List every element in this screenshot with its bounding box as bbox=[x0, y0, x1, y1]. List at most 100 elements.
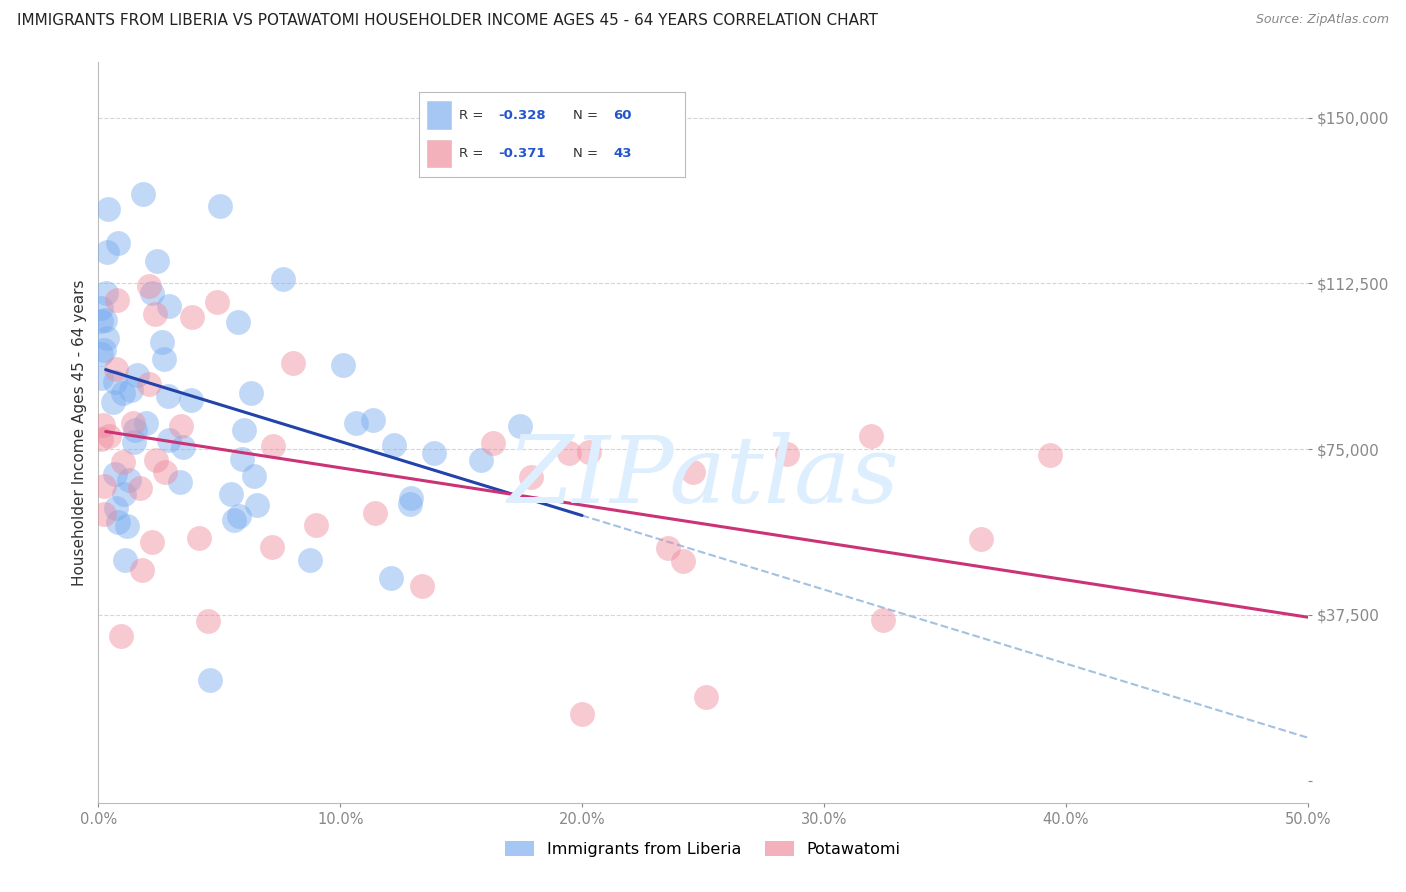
Point bbox=[153, 465, 176, 479]
Point bbox=[90, 371, 112, 385]
Point bbox=[104, 375, 127, 389]
Point bbox=[970, 532, 993, 546]
Legend: Immigrants from Liberia, Potawatomi: Immigrants from Liberia, Potawatomi bbox=[498, 833, 908, 865]
Point bbox=[239, 386, 262, 401]
Point bbox=[197, 614, 219, 628]
Point bbox=[107, 516, 129, 530]
Point bbox=[141, 534, 163, 549]
Point bbox=[90, 432, 112, 446]
Text: ZIPatlas: ZIPatlas bbox=[508, 432, 898, 522]
Point bbox=[129, 481, 152, 495]
Text: IMMIGRANTS FROM LIBERIA VS POTAWATOMI HOUSEHOLDER INCOME AGES 45 - 64 YEARS CORR: IMMIGRANTS FROM LIBERIA VS POTAWATOMI HO… bbox=[17, 13, 877, 29]
Point bbox=[122, 416, 145, 430]
Point bbox=[364, 507, 387, 521]
Point bbox=[232, 423, 254, 437]
Point bbox=[112, 486, 135, 500]
Point bbox=[219, 486, 242, 500]
Point bbox=[96, 331, 118, 345]
Point bbox=[571, 707, 593, 722]
Point bbox=[226, 315, 249, 329]
Point bbox=[208, 199, 231, 213]
Point bbox=[180, 393, 202, 408]
Point bbox=[141, 285, 163, 300]
Point bbox=[157, 389, 180, 403]
Point bbox=[243, 469, 266, 483]
Point bbox=[94, 313, 117, 327]
Point bbox=[135, 416, 157, 430]
Point bbox=[578, 445, 600, 459]
Point bbox=[657, 541, 679, 556]
Point bbox=[509, 418, 531, 433]
Point bbox=[127, 368, 149, 382]
Point bbox=[198, 673, 221, 687]
Point bbox=[97, 202, 120, 216]
Point bbox=[299, 553, 322, 567]
Point bbox=[112, 455, 135, 469]
Point bbox=[872, 613, 894, 627]
Point bbox=[157, 433, 180, 447]
Point bbox=[470, 453, 492, 467]
Point bbox=[120, 383, 142, 397]
Point bbox=[107, 236, 129, 251]
Point bbox=[93, 418, 115, 433]
Point bbox=[145, 452, 167, 467]
Point bbox=[150, 334, 173, 349]
Point bbox=[114, 553, 136, 567]
Point bbox=[398, 497, 420, 511]
Point bbox=[107, 293, 129, 308]
Y-axis label: Householder Income Ages 45 - 64 years: Householder Income Ages 45 - 64 years bbox=[72, 279, 87, 586]
Point bbox=[482, 436, 505, 450]
Point bbox=[138, 279, 160, 293]
Point bbox=[117, 518, 139, 533]
Point bbox=[146, 254, 169, 268]
Point bbox=[90, 301, 112, 316]
Point bbox=[682, 465, 704, 479]
Point bbox=[170, 419, 193, 434]
Point bbox=[152, 352, 174, 367]
Point bbox=[124, 424, 146, 438]
Point bbox=[105, 501, 128, 516]
Point bbox=[411, 579, 433, 593]
Point bbox=[382, 438, 405, 452]
Point bbox=[281, 356, 304, 370]
Point bbox=[180, 310, 202, 324]
Point bbox=[672, 554, 695, 568]
Point bbox=[110, 629, 132, 643]
Point bbox=[132, 187, 155, 202]
Text: Source: ZipAtlas.com: Source: ZipAtlas.com bbox=[1256, 13, 1389, 27]
Point bbox=[97, 428, 120, 442]
Point bbox=[361, 413, 384, 427]
Point bbox=[205, 294, 228, 309]
Point bbox=[228, 509, 250, 524]
Point bbox=[93, 508, 115, 522]
Point bbox=[271, 272, 294, 286]
Point bbox=[222, 513, 245, 527]
Point bbox=[143, 307, 166, 321]
Point bbox=[262, 540, 284, 554]
Point bbox=[1039, 449, 1062, 463]
Point bbox=[344, 417, 367, 431]
Point bbox=[96, 244, 118, 259]
Point bbox=[118, 473, 141, 487]
Point bbox=[423, 446, 446, 460]
Point bbox=[93, 479, 115, 493]
Point bbox=[776, 447, 799, 461]
Point bbox=[519, 470, 541, 484]
Point bbox=[93, 343, 115, 357]
Point bbox=[104, 362, 127, 376]
Point bbox=[90, 314, 112, 328]
Point bbox=[305, 517, 328, 532]
Point bbox=[90, 347, 112, 361]
Point bbox=[157, 299, 180, 313]
Point bbox=[169, 475, 191, 489]
Point bbox=[380, 570, 402, 584]
Point bbox=[860, 428, 883, 442]
Point bbox=[246, 498, 269, 512]
Point bbox=[112, 385, 135, 400]
Point bbox=[172, 440, 194, 454]
Point bbox=[138, 376, 160, 391]
Point bbox=[332, 358, 354, 372]
Point bbox=[188, 531, 211, 545]
Point bbox=[103, 467, 125, 481]
Point bbox=[103, 394, 125, 409]
